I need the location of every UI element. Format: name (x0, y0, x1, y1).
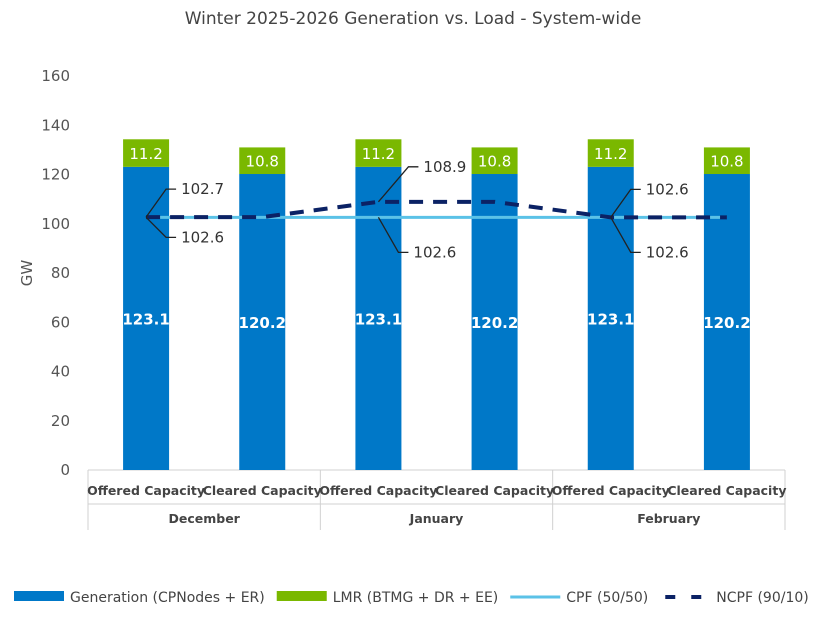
data-label: 123.1 (122, 310, 169, 328)
bar-lmr (123, 139, 170, 167)
legend-label: NCPF (90/10) (716, 590, 808, 606)
leader-line (145, 188, 177, 218)
data-label: 123.1 (587, 310, 634, 328)
y-axis-label: GW (18, 260, 36, 287)
bar-generation (239, 174, 286, 470)
group-label: December (168, 511, 240, 526)
annotation-label: 102.7 (181, 180, 224, 198)
annotation-label: 102.6 (646, 180, 689, 198)
group-label: February (637, 511, 700, 526)
bar-lmr (471, 147, 518, 175)
data-label: 11.2 (129, 145, 162, 163)
data-label: 11.2 (594, 145, 627, 163)
data-label: 120.2 (239, 314, 286, 332)
data-label: 11.2 (362, 145, 395, 163)
y-tick-label: 20 (51, 412, 70, 430)
data-label: 120.2 (471, 314, 518, 332)
x-tick-label: Offered Capacity (319, 483, 437, 498)
annotation-label: 108.9 (423, 158, 466, 176)
chart-title: Winter 2025-2026 Generation vs. Load - S… (185, 9, 642, 29)
bar-lmr (355, 139, 402, 167)
y-tick-label: 120 (41, 166, 70, 184)
y-tick-label: 160 (41, 67, 70, 85)
y-tick-label: 140 (41, 116, 70, 134)
x-tick-label: Cleared Capacity (435, 483, 554, 498)
y-tick-label: 100 (41, 215, 70, 233)
leader-line (610, 217, 641, 253)
leader-line (610, 188, 641, 218)
bar-lmr (703, 147, 750, 175)
y-tick-label: 60 (51, 313, 70, 331)
data-label: 10.8 (478, 153, 511, 171)
bar-generation (703, 174, 750, 470)
legend-label: LMR (BTMG + DR + EE) (333, 590, 499, 606)
annotation-label: 102.6 (181, 228, 224, 246)
ncpf-line (146, 199, 727, 220)
data-label: 10.8 (246, 153, 279, 171)
legend-label: CPF (50/50) (566, 590, 648, 606)
data-label: 123.1 (355, 310, 402, 328)
x-tick-label: Cleared Capacity (667, 483, 786, 498)
leader-line (377, 217, 409, 253)
x-tick-label: Offered Capacity (87, 483, 205, 498)
leader-line (145, 216, 177, 238)
leader-line (377, 166, 419, 203)
annotation-label: 102.6 (646, 243, 689, 261)
annotation-label: 102.6 (413, 243, 456, 261)
legend-swatch (14, 591, 64, 601)
data-label: 120.2 (703, 314, 750, 332)
x-tick-label: Cleared Capacity (203, 483, 322, 498)
legend-label: Generation (CPNodes + ER) (70, 590, 265, 606)
data-label: 10.8 (710, 153, 743, 171)
legend-swatch (276, 591, 327, 601)
bar-generation (471, 174, 518, 470)
bar-lmr (239, 147, 286, 175)
y-tick-label: 80 (51, 264, 70, 282)
bar-lmr (587, 139, 634, 167)
y-tick-label: 40 (51, 363, 70, 381)
y-tick-label: 0 (60, 461, 70, 479)
x-tick-label: Offered Capacity (552, 483, 670, 498)
group-label: January (409, 511, 464, 526)
